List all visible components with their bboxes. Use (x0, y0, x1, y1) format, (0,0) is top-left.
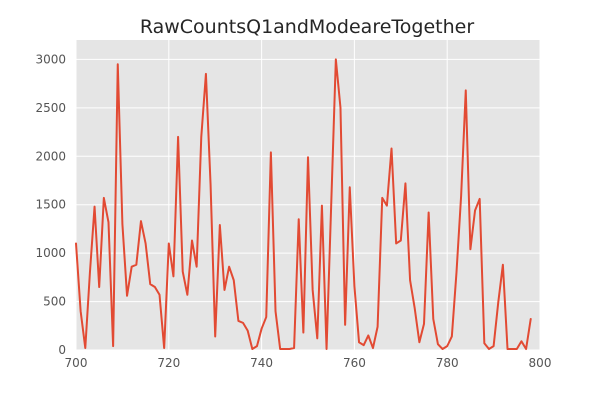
y-tick-label: 2500 (35, 101, 66, 115)
y-tick-label: 3000 (35, 52, 66, 66)
y-tick-label: 2000 (35, 149, 66, 163)
x-tick-label: 740 (250, 356, 273, 370)
y-tick-label: 500 (43, 295, 66, 309)
chart-title: RawCountsQ1andModeareTogether (140, 16, 475, 38)
x-tick-label: 700 (65, 356, 88, 370)
x-tick-label: 720 (157, 356, 180, 370)
x-tick-label: 780 (436, 356, 459, 370)
x-tick-label: 760 (343, 356, 366, 370)
y-tick-label: 1500 (35, 198, 66, 212)
plot-area: 700 720 740 760 780 800 0 500 1000 1500 2000 2500 30… (35, 40, 551, 370)
x-tick-label: 800 (529, 356, 552, 370)
y-tick-label: 0 (58, 343, 66, 357)
y-tick-label: 1000 (35, 246, 66, 260)
series-line-0 (75, 58, 532, 351)
